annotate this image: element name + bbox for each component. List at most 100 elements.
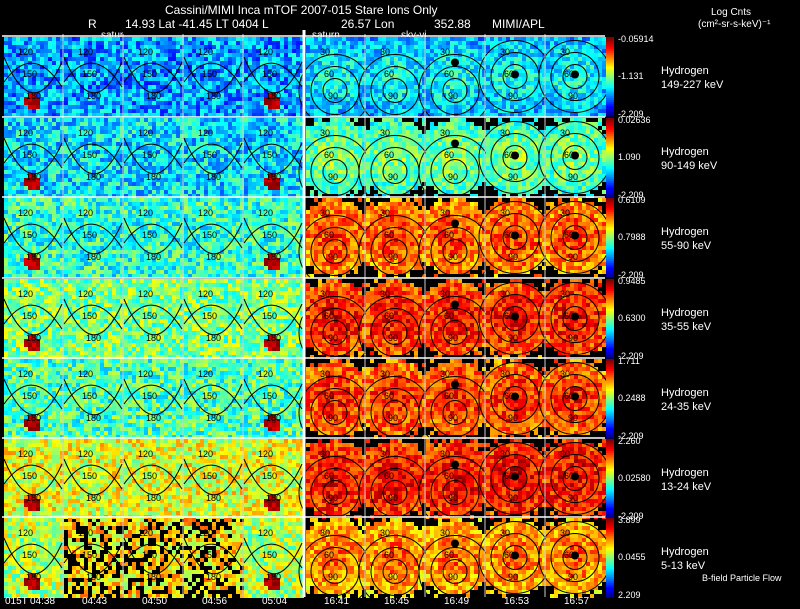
- contour-label: 60: [564, 471, 574, 481]
- heatmap-panel: [63, 518, 124, 598]
- row-species-label: Hydrogen: [661, 387, 709, 400]
- contour-label: 90: [388, 413, 398, 423]
- time-tick-label: 16:49: [444, 596, 469, 607]
- heatmap-panel: [243, 198, 304, 278]
- contour-label: 150: [22, 230, 37, 240]
- contour-label: 60: [564, 311, 574, 321]
- contour-label: 90: [388, 572, 398, 582]
- time-tick-label: 04:50: [142, 596, 167, 607]
- contour-label: 150: [142, 471, 157, 481]
- contour-label: 150: [22, 471, 37, 481]
- contour-label: 30: [560, 128, 570, 138]
- colorbar-tick-label: -0.05914: [618, 34, 654, 44]
- contour-label: 90: [508, 413, 518, 423]
- colorbar-tick-label: 0.7988: [618, 232, 646, 242]
- contour-label: 180: [266, 333, 281, 343]
- contour-label: 150: [202, 550, 217, 560]
- heatmap-panel: [63, 279, 124, 359]
- contour-label: 120: [78, 208, 93, 218]
- contour-label: 30: [500, 128, 510, 138]
- contour-label: 30: [440, 528, 450, 538]
- heatmap-panel: [478, 279, 552, 359]
- heatmap-panel: [358, 118, 432, 208]
- header-lat: 14.93 Lat -41.45 LT 0404 L: [125, 18, 269, 31]
- contour-label: 30: [380, 449, 390, 459]
- colorbar: [606, 518, 614, 598]
- heatmap-panel: [183, 198, 244, 278]
- row-energy-label: 24-35 keV: [661, 401, 711, 414]
- contour-label: 60: [564, 69, 574, 79]
- contour-label: 30: [380, 47, 390, 57]
- colorbar-tick-label: -2.209: [618, 109, 644, 119]
- colorbar: [606, 279, 614, 359]
- contour-label: 180: [146, 413, 161, 423]
- heatmap-panel: [298, 279, 372, 369]
- contour-label: 150: [82, 391, 97, 401]
- heatmap-panel: [183, 37, 244, 117]
- heatmap-panel: [243, 279, 304, 359]
- colorbar: [606, 118, 614, 198]
- contour-label: 120: [138, 128, 153, 138]
- heatmap-panel: [243, 118, 304, 198]
- colorbar-tick-label: -2.209: [618, 511, 644, 521]
- colorbar-tick-label: -2.209: [618, 190, 644, 200]
- contour-label: 60: [444, 69, 454, 79]
- colorbar-tick-label: 0.02636: [618, 115, 651, 125]
- contour-label: 150: [82, 150, 97, 160]
- contour-label: 90: [508, 572, 518, 582]
- contour-label: 60: [384, 230, 394, 240]
- contour-label: 120: [198, 289, 213, 299]
- contour-label: 30: [560, 369, 570, 379]
- contour-label: 90: [448, 413, 458, 423]
- contour-label: 150: [82, 471, 97, 481]
- contour-label: 60: [384, 550, 394, 560]
- time-tick-label: 04:38: [30, 596, 55, 607]
- contour-label: 30: [380, 128, 390, 138]
- contour-label: 150: [142, 230, 157, 240]
- colorbar-tick-label: 1.090: [618, 152, 641, 162]
- contour-label: 60: [504, 230, 514, 240]
- colorbar-tick-label: 0.0455: [618, 552, 646, 562]
- contour-label: 90: [508, 252, 518, 262]
- contour-label: 180: [86, 91, 101, 101]
- contour-label: 120: [18, 208, 33, 218]
- heatmap-panel: [63, 37, 124, 117]
- contour-label: 90: [388, 91, 398, 101]
- contour-label: 120: [198, 449, 213, 459]
- contour-label: 180: [26, 252, 41, 262]
- row-energy-label: 5-13 keV: [661, 560, 705, 573]
- contour-label: 60: [444, 550, 454, 560]
- contour-label: 30: [440, 289, 450, 299]
- colorbar-tick-label: 0.6300: [618, 313, 646, 323]
- heatmap-panel: [123, 439, 184, 519]
- contour-label: 90: [508, 493, 518, 503]
- heatmap-panel: [123, 359, 184, 439]
- heatmap-panel: [418, 118, 492, 208]
- contour-label: 180: [206, 493, 221, 503]
- contour-label: 150: [202, 230, 217, 240]
- contour-label: 180: [26, 572, 41, 582]
- colorbar-tick-label: 0.02580: [618, 473, 651, 483]
- contour-label: 150: [262, 69, 277, 79]
- contour-label: 90: [328, 172, 338, 182]
- heatmap-panel: [63, 359, 124, 439]
- heatmap-panel: [358, 518, 432, 608]
- contour-label: 90: [568, 413, 578, 423]
- contour-label: 90: [568, 493, 578, 503]
- heatmap-panel: [3, 37, 64, 117]
- contour-label: 60: [324, 550, 334, 560]
- colorbar: [606, 359, 614, 439]
- contour-label: 120: [78, 449, 93, 459]
- time-tick-label: 16:45: [384, 596, 409, 607]
- contour-label: 60: [324, 471, 334, 481]
- contour-label: 60: [444, 391, 454, 401]
- contour-label: 60: [564, 150, 574, 160]
- contour-label: 90: [328, 572, 338, 582]
- contour-label: 90: [328, 493, 338, 503]
- heatmap-panel: [358, 439, 432, 529]
- contour-label: 30: [560, 208, 570, 218]
- contour-label: 30: [440, 208, 450, 218]
- contour-label: 120: [258, 128, 273, 138]
- contour-label: 30: [320, 208, 330, 218]
- heatmap-panel: [243, 518, 304, 598]
